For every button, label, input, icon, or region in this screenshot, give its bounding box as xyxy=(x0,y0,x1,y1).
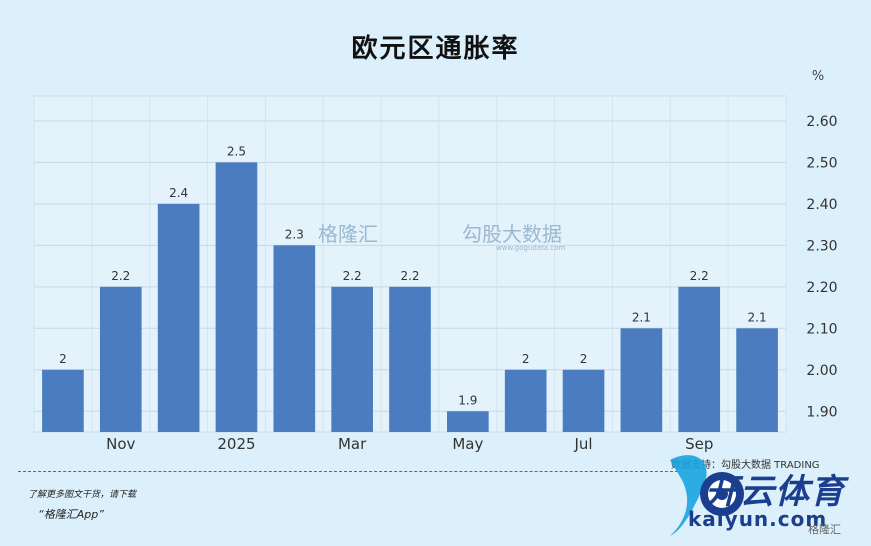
data-label: 2 xyxy=(59,352,67,366)
data-label: 2 xyxy=(580,352,588,366)
bar xyxy=(562,369,605,432)
y-tick-label: 2.30 xyxy=(806,238,837,254)
data-label: 2.3 xyxy=(285,227,304,241)
x-axis: Nov 2025 Mar May Jul Sep xyxy=(106,435,713,453)
bar xyxy=(447,411,489,432)
y-axis: 2.60 2.50 2.40 2.30 2.20 2.10 2.00 1.90 xyxy=(806,114,837,420)
watermark-brand-2: 勾股大数据 xyxy=(462,222,562,246)
data-label: 2.4 xyxy=(169,186,188,200)
data-label: 2.1 xyxy=(632,310,651,324)
x-tick-label: Mar xyxy=(338,435,367,453)
y-tick-label: 2.40 xyxy=(806,197,837,213)
bar xyxy=(504,369,547,432)
watermark-url: www.gogudata.com xyxy=(496,244,566,252)
footer-line-2: “格隆汇App” xyxy=(38,508,104,521)
data-label: 2.2 xyxy=(690,269,709,283)
y-tick-label: 2.60 xyxy=(806,114,837,130)
x-tick-label: Nov xyxy=(106,435,135,453)
data-label: 2 xyxy=(522,352,530,366)
brand-logo-sub: 格隆汇 xyxy=(808,523,841,536)
footer-line-1: 了解更多图文干货，请下载 xyxy=(28,490,137,500)
x-tick-label: May xyxy=(452,435,483,453)
bars xyxy=(42,162,778,433)
y-tick-label: 2.50 xyxy=(806,155,837,171)
data-label: 2.2 xyxy=(343,269,362,283)
bar xyxy=(99,286,142,432)
x-tick-label: Sep xyxy=(685,435,713,453)
data-label: 2.5 xyxy=(227,144,246,158)
bar xyxy=(215,162,258,433)
value-labels: 2 2.2 2.4 2.5 2.3 2.2 2.2 1.9 2 2 2.1 2.2 2.1 xyxy=(59,144,767,407)
bar xyxy=(273,245,316,432)
x-tick-label: 2025 xyxy=(217,435,255,453)
bar xyxy=(42,369,84,432)
bar xyxy=(678,286,721,432)
data-source: 数据支持：勾股大数据 TRADING xyxy=(671,460,820,471)
bar-chart: 2 2.2 2.4 2.5 2.3 2.2 2.2 1.9 2 2 2.1 2.2 2.1 Nov 202… xyxy=(33,69,838,453)
brand-logo-url: kaiyun.com xyxy=(688,507,828,531)
x-tick-label: Jul xyxy=(573,435,592,453)
data-label: 2.2 xyxy=(111,269,130,283)
y-tick-label: 2.10 xyxy=(806,321,837,337)
bar xyxy=(620,328,663,432)
chart-title: 欧元区通胀率 xyxy=(351,34,520,64)
bar xyxy=(157,203,200,432)
brand-logo-text: 开云体育 xyxy=(705,472,845,512)
data-label: 1.9 xyxy=(458,393,477,407)
y-tick-label: 2.20 xyxy=(806,280,837,296)
data-label: 2.1 xyxy=(748,310,767,324)
y-axis-unit: % xyxy=(812,69,824,84)
footer-divider xyxy=(18,471,678,472)
brand-logo-graphic xyxy=(670,455,744,536)
data-label: 2.2 xyxy=(400,269,419,283)
bar xyxy=(331,286,373,432)
bar xyxy=(736,328,778,432)
y-tick-label: 2.00 xyxy=(806,363,837,379)
y-tick-label: 1.90 xyxy=(806,404,837,420)
bar xyxy=(389,286,431,432)
watermark-brand-1: 格隆汇 xyxy=(318,222,378,246)
